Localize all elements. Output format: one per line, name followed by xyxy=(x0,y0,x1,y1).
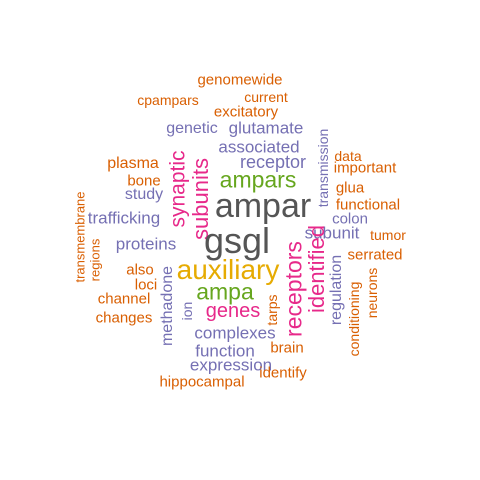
word-brain: brain xyxy=(270,339,304,357)
word-tumor: tumor xyxy=(370,227,406,243)
word-bone: bone xyxy=(127,172,161,190)
word-gsgl: gsgl xyxy=(203,220,271,261)
word-plasma: plasma xyxy=(107,155,159,172)
word-auxiliary: auxiliary xyxy=(176,254,280,285)
word-methadone: methadone xyxy=(159,265,176,347)
word-identify: identify xyxy=(259,364,307,382)
word-glua: glua xyxy=(335,179,365,197)
word-receptors: receptors xyxy=(280,241,307,337)
word-associated: associated xyxy=(218,137,300,157)
word-ampars: ampars xyxy=(219,166,297,193)
word-data: data xyxy=(334,148,362,164)
word-expression: expression xyxy=(189,355,273,375)
word-genomewide: genomewide xyxy=(197,71,283,89)
word-also: also xyxy=(126,261,154,279)
word-genes: genes xyxy=(205,300,261,322)
word-current: current xyxy=(244,89,288,105)
word-hippocampal: hippocampal xyxy=(159,373,245,391)
word-loci: loci xyxy=(134,276,158,294)
word-channel: channel xyxy=(97,290,151,308)
word-cpampars: cpampars xyxy=(137,92,199,108)
word-transmembrane: transmembrane xyxy=(72,191,88,283)
word-genetic: genetic xyxy=(166,120,218,137)
word-function: function xyxy=(195,341,255,361)
word-colon: colon xyxy=(332,210,368,228)
word-study: study xyxy=(124,186,164,203)
word-regions: regions xyxy=(87,238,103,282)
word-glutamate: glutamate xyxy=(228,118,304,138)
word-identified: identified xyxy=(304,224,329,314)
word-subunit: subunit xyxy=(304,223,360,243)
word-synaptic: synaptic xyxy=(166,150,190,228)
word-proteins: proteins xyxy=(115,234,177,254)
word-transmission: transmission xyxy=(315,128,331,208)
word-excitatory: excitatory xyxy=(213,103,279,121)
word-changes: changes xyxy=(95,309,153,327)
word-ampar: ampar xyxy=(214,187,312,225)
word-neurons: neurons xyxy=(364,267,380,319)
word-trafficking: trafficking xyxy=(87,208,161,228)
word-complexes: complexes xyxy=(194,323,276,343)
word-important: important xyxy=(333,159,397,177)
word-ion: ion xyxy=(179,301,195,321)
word-tarps: tarps xyxy=(264,294,280,326)
word-receptor: receptor xyxy=(239,152,307,172)
word-functional: functional xyxy=(335,196,401,214)
word-conditioning: conditioning xyxy=(346,281,362,357)
word-ampa: ampa xyxy=(196,278,254,305)
word-serrated: serrated xyxy=(347,246,403,264)
word-regulation: regulation xyxy=(328,254,345,326)
